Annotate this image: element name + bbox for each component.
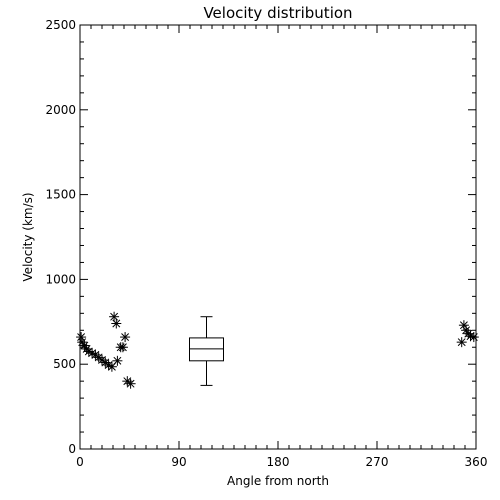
data-point [112,355,123,366]
data-point [111,318,122,329]
chart-title: Velocity distribution [203,4,352,22]
y-tick-label: 500 [53,357,76,371]
plot-frame [79,24,477,450]
data-point [109,311,120,322]
boxplot [189,316,224,386]
x-tick-label: 360 [465,455,488,469]
x-tick-label: 90 [171,455,186,469]
y-tick-label: 1000 [45,272,76,286]
x-tick-label: 0 [76,455,84,469]
y-tick-label: 1500 [45,188,76,202]
data-point [120,332,131,343]
x-axis: 0 90 180 270 360 [76,25,487,469]
y-tick-label: 0 [68,442,76,456]
data-point [117,342,128,353]
y-axis-label: Velocity (km/s) [21,192,35,281]
y-tick-label: 2500 [45,18,76,32]
y-axis: 0 500 1000 1500 2000 2500 [45,18,476,456]
x-tick-label: 180 [267,455,290,469]
data-point [468,332,479,343]
data-points [76,311,479,389]
data-point [456,337,467,348]
y-tick-label: 2000 [45,103,76,117]
x-tick-label: 270 [366,455,389,469]
x-axis-label: Angle from north [227,474,329,488]
data-point [125,378,136,389]
